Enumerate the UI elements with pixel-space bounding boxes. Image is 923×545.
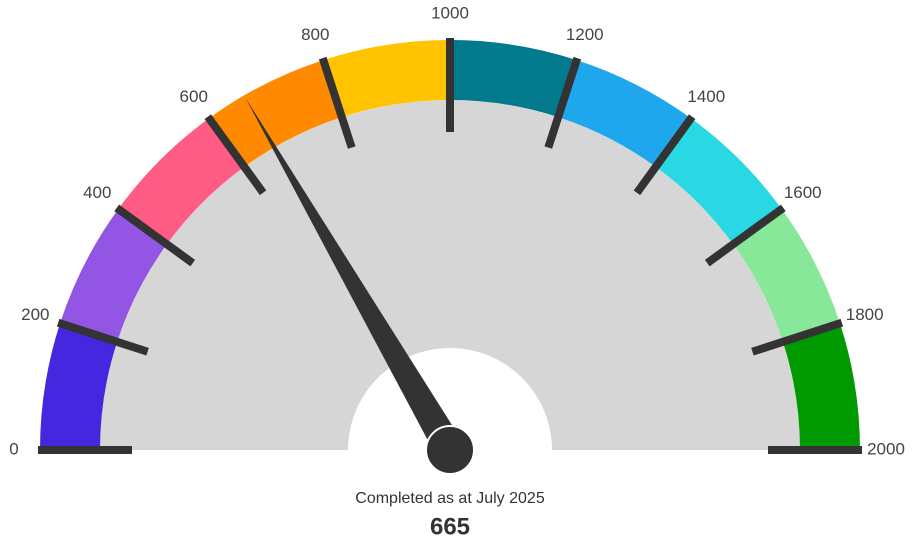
tick-mark	[751, 318, 844, 356]
gauge-band	[118, 118, 245, 245]
needle	[245, 98, 463, 458]
gauge-band	[655, 118, 782, 245]
tick-mark	[544, 56, 582, 149]
tick-mark	[204, 114, 267, 196]
value-label: 665	[430, 513, 470, 540]
tick-mark	[318, 56, 356, 149]
gauge-band	[450, 40, 577, 118]
tick-label: 400	[83, 183, 111, 202]
tick-label: 1600	[784, 183, 822, 202]
tick-mark	[56, 318, 149, 356]
gauge-track	[100, 100, 800, 451]
tick-mark	[704, 204, 786, 267]
tick-mark	[633, 114, 696, 196]
gauge-band	[209, 60, 342, 167]
gauge-band	[558, 60, 691, 167]
needle-hub	[425, 425, 475, 475]
tick-label: 600	[180, 87, 208, 106]
tick-label: 800	[301, 25, 329, 44]
tick-label: 0	[9, 439, 18, 458]
gauge-band	[60, 209, 167, 342]
tick-label: 1800	[846, 305, 884, 324]
gauge-band	[40, 323, 118, 450]
gauge-band	[733, 209, 840, 342]
tick-label: 200	[21, 305, 49, 324]
caption: Completed as at July 2025	[355, 490, 545, 507]
tick-label: 2000	[867, 439, 905, 458]
tick-label: 1400	[687, 87, 725, 106]
gauge-band	[782, 323, 860, 450]
tick-mark	[114, 204, 196, 267]
gauge-band	[323, 40, 450, 118]
tick-label: 1000	[431, 3, 469, 22]
tick-label: 1200	[566, 25, 604, 44]
